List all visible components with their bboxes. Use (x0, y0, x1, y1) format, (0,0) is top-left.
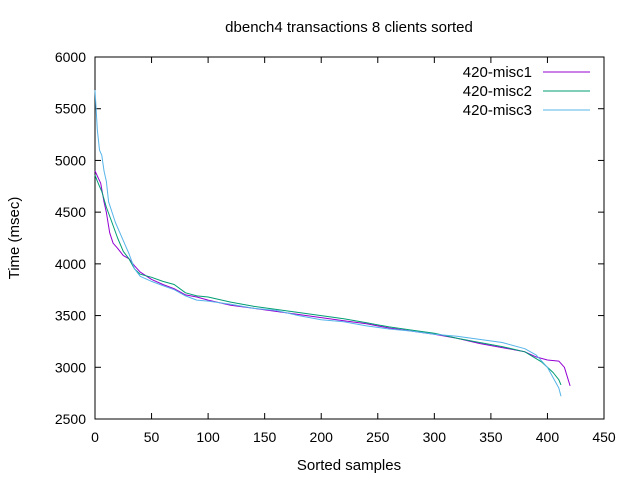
x-tick-label: 450 (592, 429, 616, 445)
x-tick-label: 200 (310, 429, 334, 445)
y-tick-label: 5500 (55, 101, 86, 117)
x-axis-title: Sorted samples (297, 457, 401, 474)
legend-label: 420-misc2 (463, 83, 532, 100)
y-tick-label: 6000 (55, 49, 86, 65)
y-tick-label: 5000 (55, 152, 86, 168)
series-line-420-misc2 (94, 174, 562, 386)
x-tick-label: 250 (366, 429, 390, 445)
y-tick-label: 2500 (55, 411, 86, 427)
legend-label: 420-misc3 (463, 102, 532, 119)
x-tick-label: 400 (536, 429, 560, 445)
legend: 420-misc1 420-misc2 420-misc3 (463, 64, 590, 119)
x-tick-label: 100 (196, 429, 220, 445)
plot-border (94, 56, 605, 420)
plot-frame (94, 56, 605, 420)
series-line-420-misc1 (94, 170, 571, 387)
series-line-420-misc3 (94, 90, 562, 397)
chart-title: dbench4 transactions 8 clients sorted (225, 19, 473, 36)
y-tick-label: 3000 (55, 359, 86, 375)
x-tick-label: 350 (479, 429, 503, 445)
x-tick-label: 0 (91, 429, 99, 445)
series-lines (94, 90, 571, 397)
legend-label: 420-misc1 (463, 64, 532, 81)
x-tick-label: 150 (253, 429, 277, 445)
y-tick-label: 4000 (55, 256, 86, 272)
y-axis-title: Time (msec) (6, 197, 23, 280)
axis-ticks: 0 50 100 150 200 250 300 350 400 450 2500 3000 3500 4… (55, 49, 616, 445)
y-tick-label: 4500 (55, 204, 86, 220)
x-tick-label: 50 (144, 429, 160, 445)
x-tick-label: 300 (423, 429, 447, 445)
y-tick-label: 3500 (55, 308, 86, 324)
